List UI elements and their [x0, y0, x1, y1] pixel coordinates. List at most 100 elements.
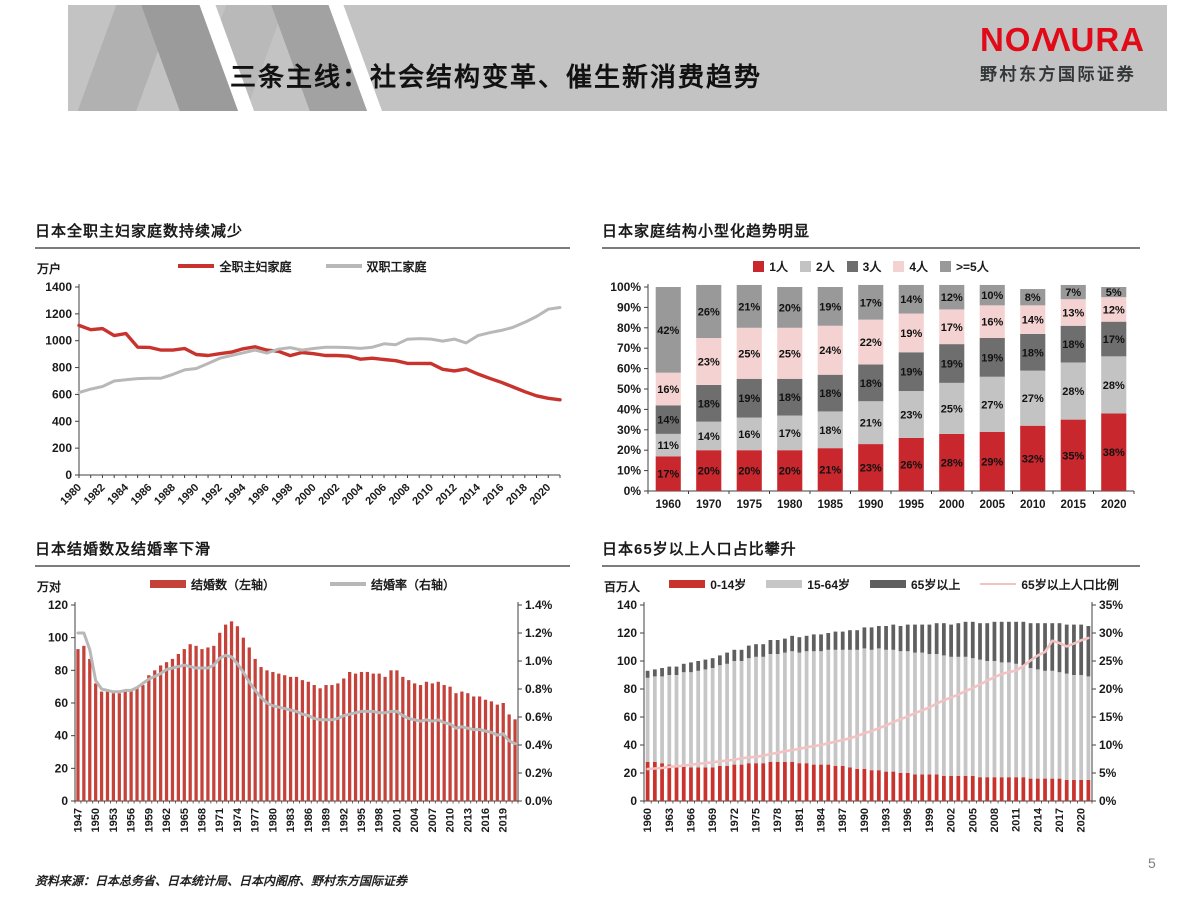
svg-text:2010: 2010 — [445, 808, 457, 832]
household-size-svg: 0% 10% 20% 30% 40% 50% 60% 70% 80% 90% 100% 1960 17%… — [610, 280, 1135, 511]
svg-text:1965: 1965 — [179, 808, 191, 832]
legend-marker — [325, 264, 362, 268]
svg-text:1968: 1968 — [196, 808, 208, 832]
svg-text:23%: 23% — [900, 410, 922, 422]
svg-text:21%: 21% — [860, 418, 882, 430]
legend-marker — [799, 260, 811, 272]
svg-text:2012: 2012 — [434, 482, 460, 508]
svg-text:18%: 18% — [698, 398, 720, 410]
svg-text:2004: 2004 — [340, 481, 366, 507]
svg-text:70%: 70% — [617, 341, 641, 355]
svg-text:0.0%: 0.0% — [525, 794, 553, 808]
chart-household-size: 日本家庭结构小型化趋势明显 1人 2人 3人 4人 >=5人 0% 10% 20% 30% 40… — [602, 220, 1140, 517]
legend-item: 0-14岁 — [669, 576, 746, 593]
svg-text:1000: 1000 — [45, 334, 72, 348]
aging-svg: 0 20 40 60 80 100 120 140 0% 5% 10% 15% 20% 25% 30% 35%… — [617, 598, 1123, 832]
svg-text:0.8%: 0.8% — [525, 682, 553, 696]
svg-text:100: 100 — [48, 631, 68, 645]
page-title: 三条主线：社会结构变革、催生新消费趋势 — [230, 62, 763, 92]
svg-text:2002: 2002 — [946, 808, 958, 832]
source-note: 资料来源：日本总务省、日本统计局、日本内阁府、野村东方国际证券 — [35, 874, 408, 888]
svg-text:1993: 1993 — [881, 808, 893, 832]
svg-text:21%: 21% — [819, 465, 841, 477]
svg-text:1.0%: 1.0% — [525, 654, 553, 668]
svg-text:14%: 14% — [698, 431, 720, 443]
svg-text:14%: 14% — [657, 415, 679, 427]
svg-text:12%: 12% — [941, 292, 963, 304]
svg-text:1990: 1990 — [858, 499, 884, 511]
svg-text:1995: 1995 — [356, 808, 368, 832]
legend-item: 双职工家庭 — [325, 258, 427, 275]
legend-item: 1人 — [753, 258, 788, 275]
svg-text:15%: 15% — [1099, 710, 1123, 724]
svg-text:19%: 19% — [819, 301, 841, 313]
svg-text:19%: 19% — [900, 367, 922, 379]
svg-text:14%: 14% — [900, 294, 922, 306]
legend-label: >=5人 — [956, 259, 989, 274]
nomura-logo: NOΛΛ URA 野村东方国际证券 — [980, 23, 1145, 85]
svg-text:26%: 26% — [698, 306, 720, 318]
svg-text:25%: 25% — [941, 403, 963, 415]
legend-item: 3人 — [846, 258, 881, 275]
svg-text:1400: 1400 — [45, 280, 72, 294]
svg-text:1985: 1985 — [817, 499, 843, 511]
svg-text:2006: 2006 — [363, 482, 389, 508]
svg-text:2005: 2005 — [979, 499, 1005, 511]
svg-text:2010: 2010 — [410, 482, 436, 508]
svg-text:40%: 40% — [617, 402, 641, 416]
chart-title: 日本结婚数及结婚率下滑 — [35, 538, 570, 567]
svg-text:1969: 1969 — [707, 808, 719, 832]
svg-text:1983: 1983 — [285, 808, 297, 832]
svg-text:2000: 2000 — [939, 499, 965, 511]
svg-text:5%: 5% — [1099, 766, 1117, 780]
svg-text:80: 80 — [624, 682, 638, 696]
svg-text:1966: 1966 — [685, 808, 697, 832]
svg-text:18%: 18% — [1062, 339, 1084, 351]
legend-marker — [846, 260, 858, 272]
legend-marker — [669, 580, 706, 588]
legend-label: 0-14岁 — [710, 577, 747, 592]
svg-text:2011: 2011 — [1011, 808, 1023, 832]
legend-label: 2人 — [815, 259, 835, 274]
svg-text:80: 80 — [55, 663, 69, 677]
svg-text:2008: 2008 — [387, 482, 413, 508]
chart-legend: 万对 结婚数（左轴） 结婚率（右轴） — [35, 571, 570, 597]
svg-text:1980: 1980 — [267, 808, 279, 832]
svg-text:40: 40 — [624, 738, 638, 752]
chart-plot: 0% 10% 20% 30% 40% 50% 60% 70% 80% 90% 100% 1960 17%… — [602, 279, 1140, 517]
legend-label: 全职主妇家庭 — [219, 259, 292, 274]
svg-text:18%: 18% — [779, 392, 801, 404]
chart-title: 日本家庭结构小型化趋势明显 — [602, 220, 1140, 249]
legend-item: 4人 — [893, 258, 928, 275]
svg-text:1987: 1987 — [837, 808, 849, 832]
legend-label: 15-64岁 — [807, 577, 850, 592]
legend-marker — [330, 582, 366, 586]
legend-marker — [178, 264, 215, 268]
legend-item: 全职主妇家庭 — [178, 258, 292, 275]
svg-text:1975: 1975 — [751, 808, 763, 832]
svg-text:0.6%: 0.6% — [525, 710, 553, 724]
svg-text:2020: 2020 — [1101, 499, 1127, 511]
svg-text:19%: 19% — [941, 359, 963, 371]
legend-marker — [766, 580, 803, 588]
svg-text:7%: 7% — [1065, 287, 1081, 299]
svg-text:1988: 1988 — [152, 482, 178, 508]
svg-text:2019: 2019 — [498, 808, 510, 832]
svg-text:2014: 2014 — [457, 481, 483, 507]
svg-text:1975: 1975 — [736, 499, 762, 511]
svg-text:20: 20 — [624, 766, 638, 780]
axis-unit-label: 万对 — [37, 580, 62, 594]
svg-text:1986: 1986 — [129, 482, 155, 508]
svg-text:18%: 18% — [819, 425, 841, 437]
svg-text:60: 60 — [624, 710, 638, 724]
svg-text:1963: 1963 — [664, 808, 676, 832]
legend-marker — [940, 260, 952, 272]
svg-text:1994: 1994 — [223, 481, 249, 507]
svg-text:0: 0 — [61, 794, 68, 808]
svg-text:1200: 1200 — [45, 307, 72, 321]
svg-text:22%: 22% — [860, 337, 882, 349]
nomura-wordmark-cn: 野村东方国际证券 — [979, 65, 1136, 84]
svg-text:1962: 1962 — [161, 808, 173, 832]
svg-text:2002: 2002 — [316, 482, 342, 508]
svg-text:1977: 1977 — [250, 808, 262, 832]
